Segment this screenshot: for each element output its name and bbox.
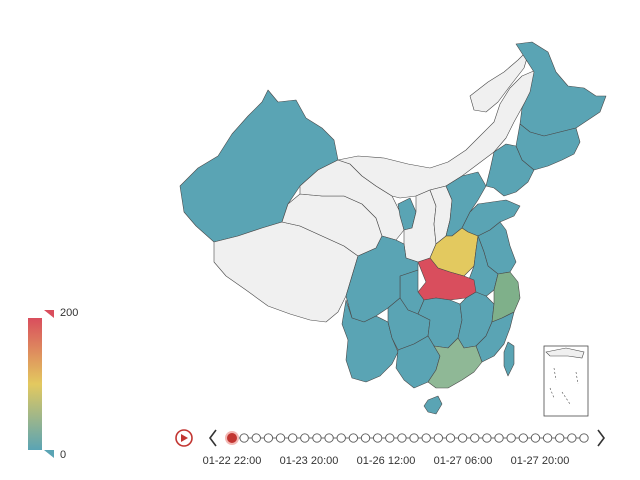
timeline-point[interactable] xyxy=(579,433,589,443)
timeline-point[interactable] xyxy=(530,433,541,443)
timeline-point[interactable] xyxy=(409,433,419,443)
timeline-points xyxy=(225,431,589,445)
timeline-point[interactable] xyxy=(457,433,468,443)
visual-map: 200 0 xyxy=(28,307,78,461)
region-yunnan[interactable] xyxy=(341,299,399,383)
timeline-point[interactable] xyxy=(348,433,359,443)
region-sichuan[interactable] xyxy=(345,235,419,323)
timeline-point[interactable] xyxy=(494,433,504,443)
timeline-point[interactable] xyxy=(288,433,298,443)
chevron-right-icon[interactable] xyxy=(597,429,605,447)
timeline-point[interactable] xyxy=(251,433,261,443)
timeline-point[interactable] xyxy=(518,433,528,443)
timeline-point[interactable] xyxy=(336,433,346,443)
timeline-point[interactable] xyxy=(542,433,553,443)
timeline-point[interactable] xyxy=(373,433,383,443)
timeline-point[interactable] xyxy=(470,433,480,443)
visual-map-min-handle[interactable] xyxy=(44,450,54,458)
timeline-point[interactable] xyxy=(482,433,492,443)
play-icon xyxy=(181,434,188,442)
visual-map-min-label: 0 xyxy=(60,449,66,461)
chevron-left-icon[interactable] xyxy=(209,429,217,447)
region-guangdong[interactable] xyxy=(427,337,483,389)
region-taiwan[interactable] xyxy=(503,341,515,377)
timeline-point[interactable] xyxy=(445,433,456,443)
visual-map-max-handle[interactable] xyxy=(44,310,54,318)
region-hainan[interactable] xyxy=(423,395,443,415)
region-zhejiang[interactable] xyxy=(491,271,521,323)
timeline-label[interactable]: 01-23 20:00 xyxy=(280,455,339,467)
timeline-point[interactable] xyxy=(360,433,371,443)
region-liaoning[interactable] xyxy=(485,143,535,197)
timeline-point[interactable] xyxy=(239,433,249,443)
timeline-point[interactable] xyxy=(567,433,577,443)
timeline-point[interactable] xyxy=(421,433,431,443)
timeline-label[interactable]: 01-26 12:00 xyxy=(357,455,416,467)
timeline-point[interactable] xyxy=(312,433,322,443)
timeline-point[interactable] xyxy=(275,433,286,443)
timeline-label[interactable]: 01-27 20:00 xyxy=(511,455,570,467)
visual-map-max-label: 200 xyxy=(60,307,78,319)
timeline-point[interactable] xyxy=(555,433,565,443)
china-map xyxy=(179,41,607,415)
timeline-label[interactable]: 01-27 06:00 xyxy=(434,455,493,467)
timeline-point[interactable] xyxy=(263,433,274,443)
timeline-point[interactable] xyxy=(397,433,407,443)
timeline-labels: 01-22 22:00 01-23 20:00 01-26 12:00 01-2… xyxy=(203,455,570,467)
timeline-point[interactable] xyxy=(433,433,443,443)
timeline-point[interactable] xyxy=(385,433,395,443)
visual-map-bar xyxy=(28,318,42,450)
timeline-point-current[interactable] xyxy=(225,431,239,445)
timeline-point[interactable] xyxy=(506,433,516,443)
timeline: 01-22 22:00 01-23 20:00 01-26 12:00 01-2… xyxy=(175,429,605,467)
timeline-point[interactable] xyxy=(300,433,310,443)
play-button[interactable] xyxy=(175,429,193,447)
timeline-label[interactable]: 01-22 22:00 xyxy=(203,455,262,467)
region-heilongjiang[interactable] xyxy=(515,41,607,137)
timeline-point[interactable] xyxy=(324,433,334,443)
south-china-sea-inset xyxy=(543,345,589,417)
